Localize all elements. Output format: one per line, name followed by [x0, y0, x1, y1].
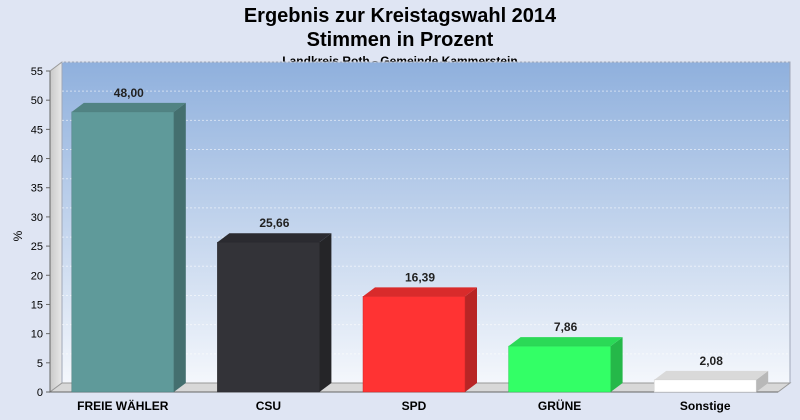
chart-title: Ergebnis zur Kreistagswahl 2014: [243, 5, 557, 27]
bar-top: [71, 102, 186, 112]
bar-top: [363, 287, 477, 297]
bar: [362, 287, 477, 393]
y-tick-label: 25: [31, 241, 43, 253]
y-tick-label: 55: [31, 66, 43, 78]
y-tick-label: 45: [31, 124, 43, 136]
y-tick-label: 5: [37, 358, 43, 370]
y-tick-label: 10: [31, 329, 43, 341]
bar-top: [217, 233, 332, 243]
bar-top: [654, 370, 769, 380]
bar: [217, 233, 332, 393]
category-label: SPD: [402, 399, 427, 413]
y-tick-label: 0: [37, 387, 43, 399]
bar-front: [217, 241, 320, 393]
bar: [508, 337, 623, 393]
bar: [653, 370, 769, 393]
bar: [71, 102, 186, 393]
value-label: 48,00: [114, 86, 144, 100]
bars: [71, 102, 769, 393]
bar-front: [71, 111, 175, 393]
value-label: 16,39: [405, 270, 435, 284]
category-label: Sonstige: [680, 399, 731, 413]
chart-title-line2: Stimmen in Prozent: [306, 29, 494, 51]
y-tick-label: 35: [31, 183, 43, 195]
y-tick-label: 40: [31, 154, 43, 166]
bar-side: [465, 287, 477, 392]
category-labels: FREIE WÄHLER CSU SPD GRÜNE Sonstige: [77, 398, 731, 413]
bar-front: [508, 345, 611, 393]
category-label: GRÜNE: [538, 398, 581, 413]
value-label: 7,86: [554, 320, 578, 334]
category-label: CSU: [256, 399, 281, 413]
value-label: 25,66: [259, 216, 289, 230]
y-tick-label: 15: [31, 299, 43, 311]
bar-side: [756, 370, 769, 392]
bar-side: [173, 102, 186, 392]
y-tick-label: 20: [31, 270, 43, 282]
bar-top: [508, 337, 623, 347]
value-label: 2,08: [700, 354, 724, 368]
bar-front: [362, 296, 466, 393]
y-tick-label: 50: [31, 95, 43, 107]
y-tick-label: 30: [31, 212, 43, 224]
y-axis-label: %: [11, 230, 25, 241]
bar-side: [610, 337, 623, 392]
plot-left-wall: [49, 61, 63, 393]
bar-side: [319, 233, 332, 392]
value-labels: 48,00 25,66 16,39 7,86 2,08: [114, 86, 723, 368]
bar-front: [653, 379, 757, 393]
category-label: FREIE WÄHLER: [77, 398, 169, 413]
